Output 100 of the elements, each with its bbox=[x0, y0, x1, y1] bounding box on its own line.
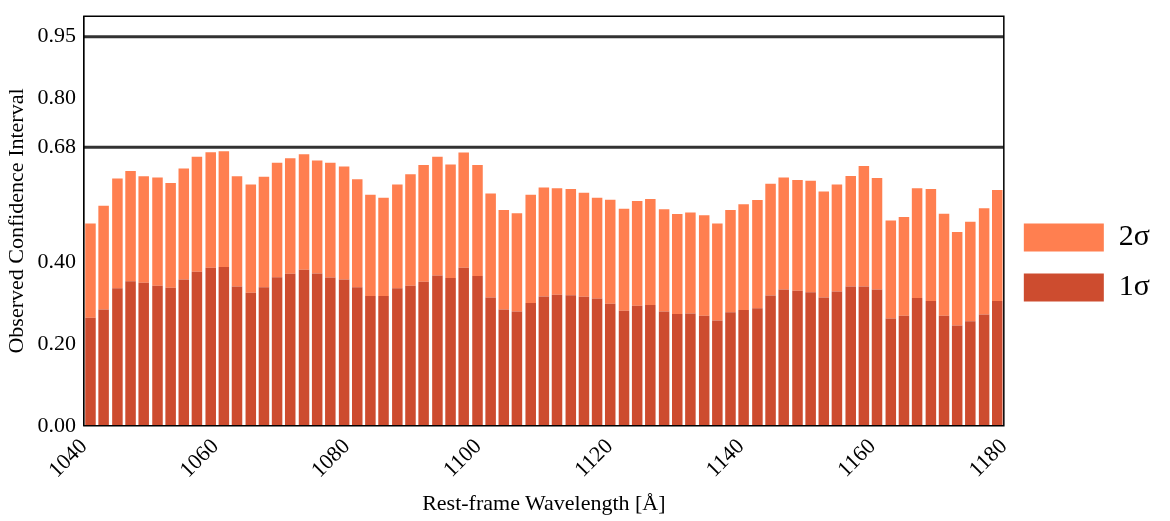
bar bbox=[792, 290, 803, 426]
bar bbox=[98, 309, 109, 426]
bar bbox=[578, 192, 590, 297]
bar bbox=[578, 296, 590, 426]
bar bbox=[284, 158, 296, 274]
bar bbox=[965, 221, 976, 322]
bar bbox=[218, 151, 230, 267]
bar bbox=[245, 184, 257, 293]
bar bbox=[925, 189, 937, 301]
bar bbox=[818, 297, 830, 426]
bar bbox=[845, 286, 856, 426]
bar bbox=[231, 176, 243, 287]
bar bbox=[685, 212, 696, 314]
bar bbox=[112, 288, 123, 426]
bar bbox=[604, 303, 616, 426]
bar bbox=[672, 313, 683, 426]
bar bbox=[325, 277, 336, 426]
bar bbox=[778, 177, 789, 290]
bar bbox=[472, 275, 483, 426]
bar bbox=[604, 199, 616, 304]
y-tick-label: 0.80 bbox=[37, 83, 76, 109]
bar bbox=[485, 193, 496, 298]
bar bbox=[738, 309, 749, 426]
bar bbox=[365, 295, 376, 426]
bar bbox=[231, 286, 243, 426]
bar bbox=[818, 191, 830, 298]
bar bbox=[125, 171, 136, 282]
bar bbox=[752, 308, 763, 426]
bar bbox=[992, 189, 1003, 301]
bar bbox=[445, 277, 456, 426]
bar bbox=[845, 175, 856, 287]
bar bbox=[978, 208, 990, 315]
bar bbox=[591, 298, 603, 426]
bar bbox=[191, 156, 203, 272]
bar bbox=[965, 321, 976, 426]
bar bbox=[258, 287, 270, 426]
bar bbox=[778, 289, 789, 426]
bar bbox=[538, 187, 550, 297]
y-tick-label: 0.00 bbox=[37, 411, 76, 437]
bar bbox=[551, 188, 563, 295]
bar bbox=[525, 194, 536, 303]
bar bbox=[951, 325, 963, 426]
y-tick-label: 0.95 bbox=[37, 22, 76, 48]
bar bbox=[138, 282, 149, 426]
bar bbox=[511, 311, 523, 426]
bar bbox=[765, 183, 776, 296]
bar bbox=[831, 291, 843, 426]
bar bbox=[712, 223, 723, 321]
bar bbox=[938, 315, 950, 426]
bar bbox=[284, 273, 296, 426]
bar bbox=[298, 154, 310, 270]
bar bbox=[325, 162, 336, 278]
legend-label: 2σ bbox=[1118, 218, 1150, 252]
bar bbox=[871, 178, 883, 290]
bar bbox=[311, 273, 323, 426]
bar bbox=[551, 294, 563, 426]
bar bbox=[658, 209, 670, 312]
bar bbox=[191, 271, 203, 426]
bar bbox=[725, 209, 736, 313]
bar bbox=[565, 295, 577, 426]
bar bbox=[712, 320, 723, 426]
bar bbox=[245, 292, 257, 426]
bar bbox=[911, 298, 923, 426]
bar bbox=[392, 184, 403, 289]
bar bbox=[992, 300, 1003, 426]
bar bbox=[511, 213, 523, 312]
bar bbox=[152, 177, 163, 286]
bar bbox=[405, 285, 416, 426]
bar bbox=[338, 166, 350, 280]
bar bbox=[165, 182, 176, 288]
bar bbox=[178, 168, 190, 280]
bar bbox=[725, 312, 736, 426]
bar bbox=[418, 281, 429, 426]
bar bbox=[445, 164, 456, 278]
bar bbox=[392, 288, 403, 426]
bar bbox=[938, 213, 950, 316]
bar bbox=[432, 156, 443, 276]
bar bbox=[258, 176, 270, 288]
bar bbox=[298, 269, 310, 426]
bar bbox=[418, 164, 429, 282]
bar bbox=[125, 281, 136, 426]
bar bbox=[645, 304, 656, 426]
bar bbox=[271, 277, 283, 426]
bar bbox=[951, 232, 963, 326]
bar bbox=[351, 179, 363, 288]
bar bbox=[432, 275, 443, 426]
bar bbox=[658, 311, 670, 426]
bar bbox=[98, 205, 109, 310]
bar bbox=[85, 223, 96, 318]
bar bbox=[271, 162, 283, 278]
bar bbox=[752, 200, 763, 309]
bar bbox=[378, 295, 389, 426]
bar bbox=[538, 296, 550, 426]
bar bbox=[591, 197, 603, 299]
bar bbox=[378, 197, 389, 296]
bar bbox=[218, 266, 230, 426]
bar bbox=[685, 313, 696, 426]
bar bbox=[485, 297, 496, 426]
bar bbox=[565, 189, 577, 296]
bar bbox=[898, 315, 910, 426]
